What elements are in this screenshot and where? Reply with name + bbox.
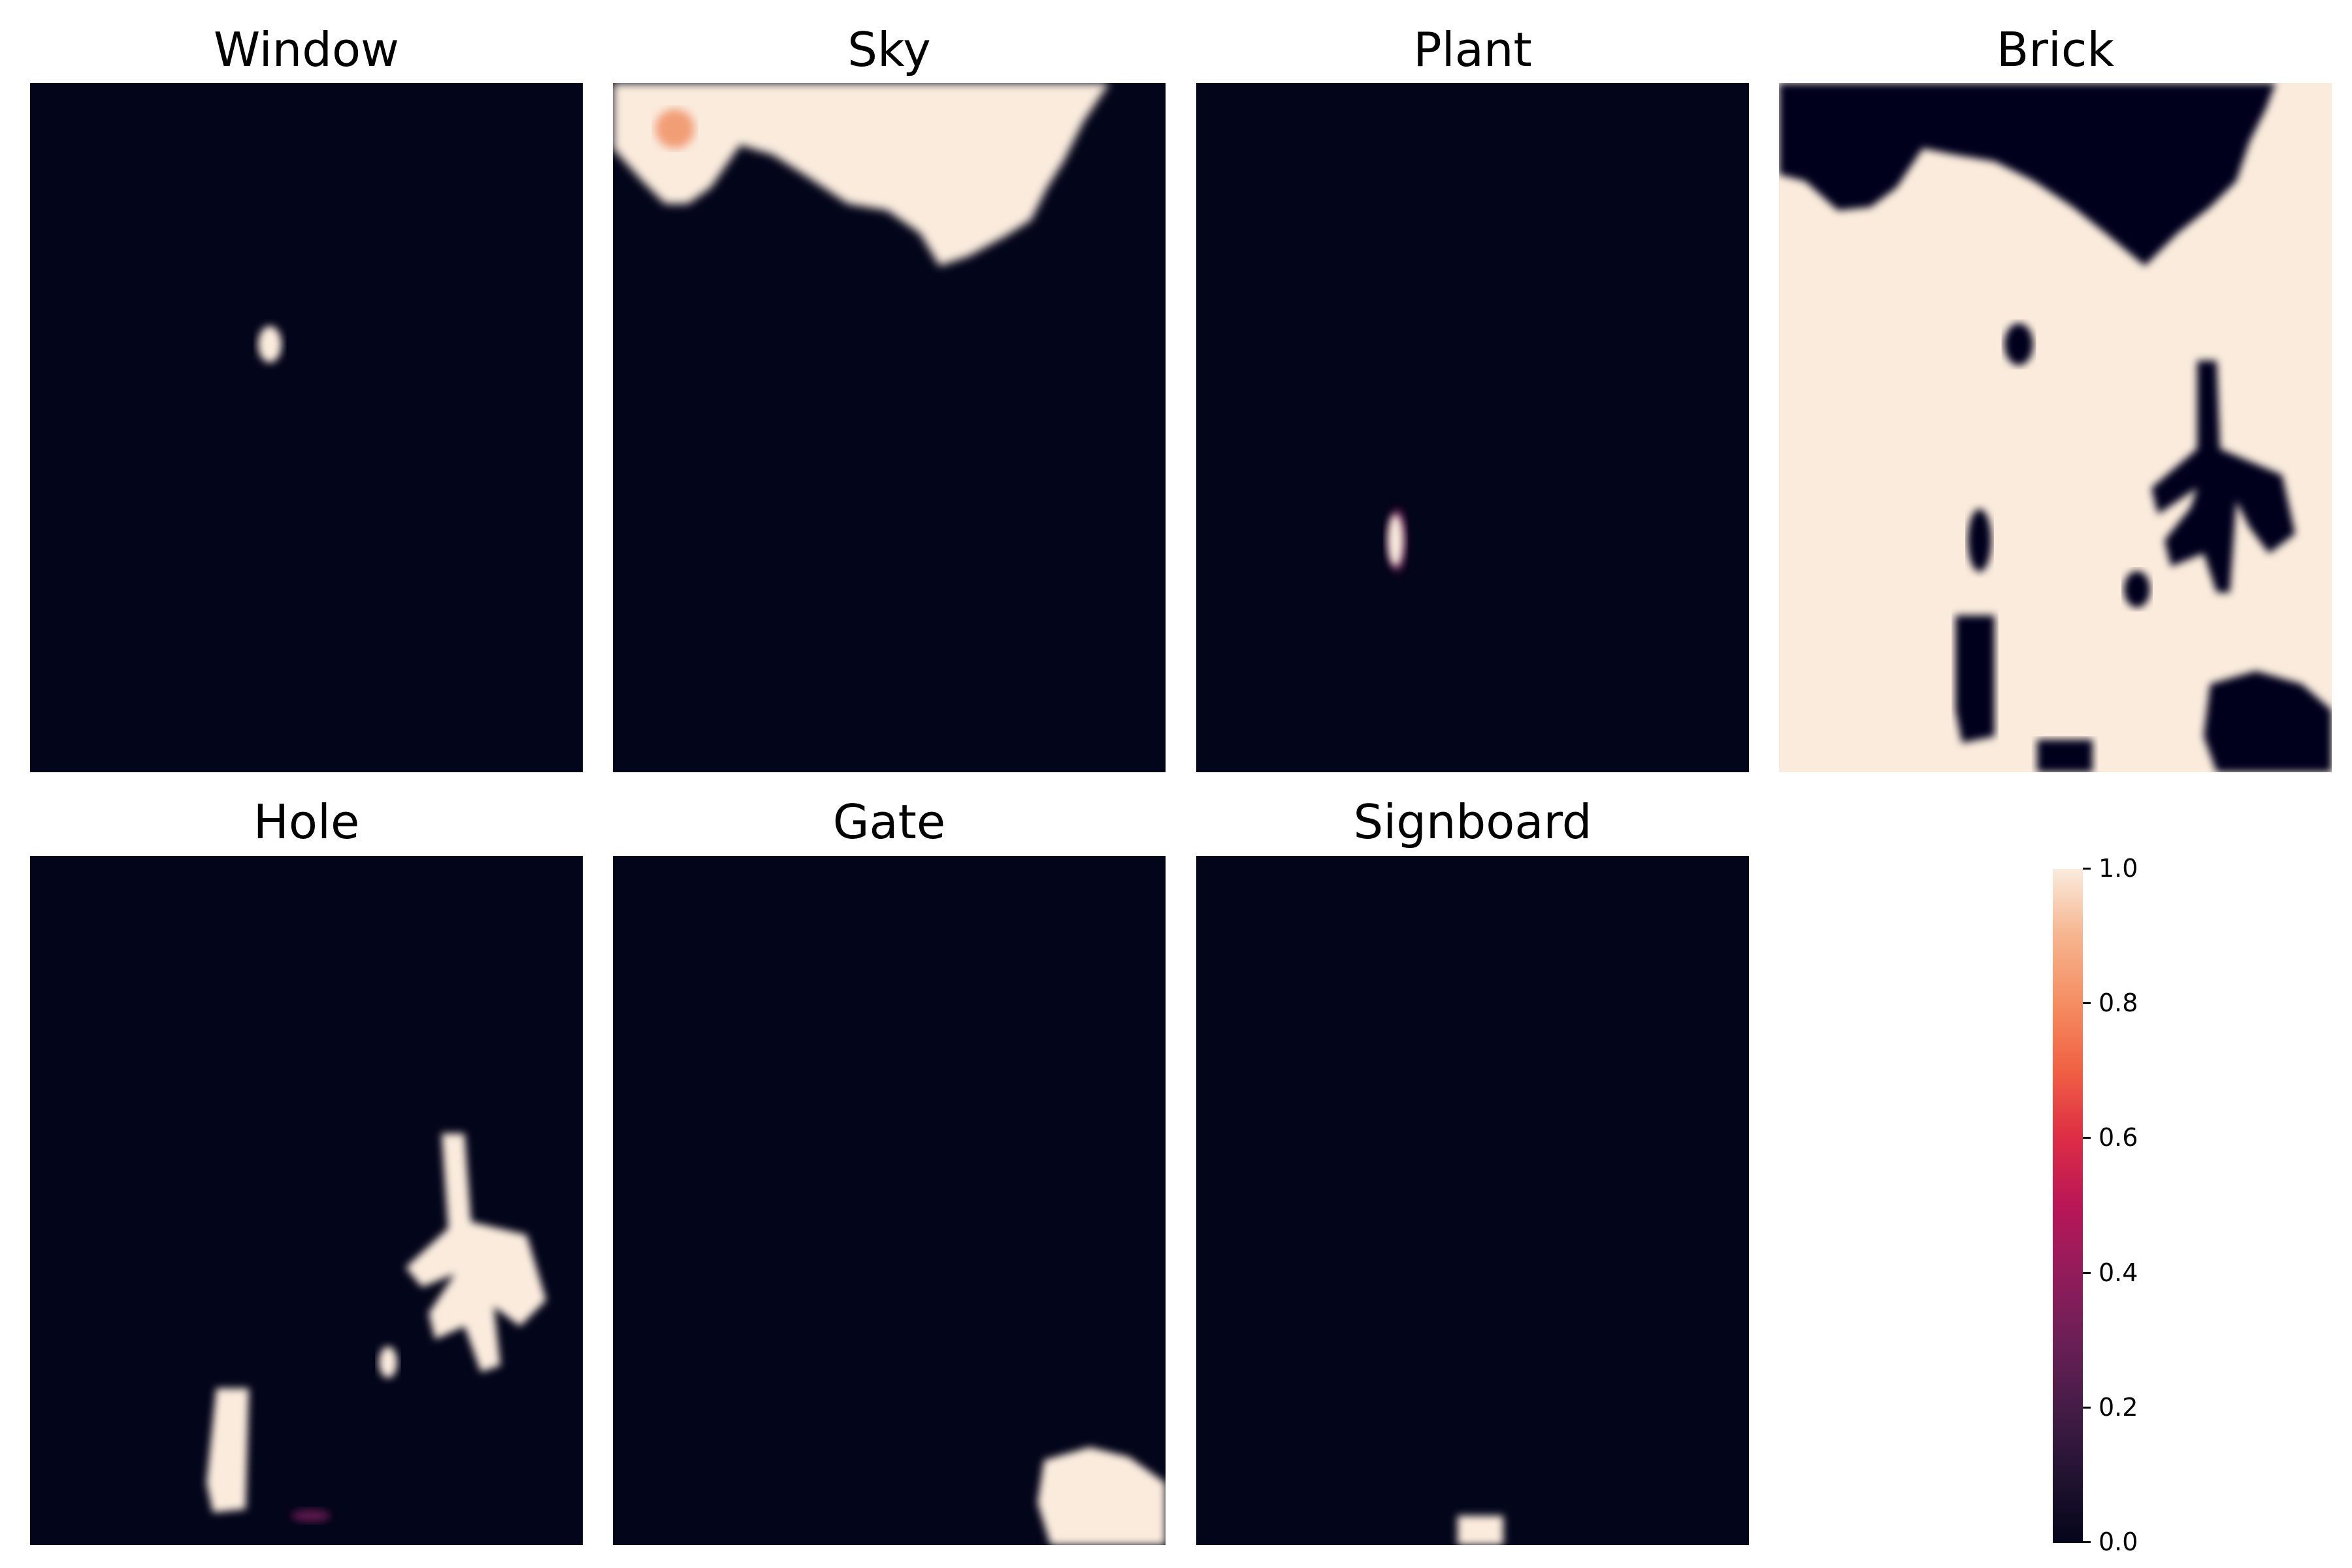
panel-title-signboard: Signboard [1353,794,1592,849]
colorbar-tick [2083,1002,2091,1004]
panel-title-sky: Sky [847,22,931,77]
colorbar-tick-label: 0.4 [2099,1258,2138,1287]
colorbar-tick [2083,1407,2091,1409]
heatmap-window [30,83,583,772]
panel-title-plant: Plant [1413,22,1532,77]
panel-title-hole: Hole [253,794,360,849]
colorbar-tick [2083,1272,2091,1274]
panel-title-window: Window [214,22,399,77]
heatmap-plant [1196,83,1749,772]
heatmap-gate [613,856,1166,1545]
colorbar-tick-label: 0.0 [2099,1527,2138,1556]
heatmap-hole [30,856,583,1545]
heatmap-brick [1779,83,2332,772]
heatmap-signboard [1196,856,1749,1545]
colorbar-tick [2083,1541,2091,1543]
colorbar-tick-label: 0.2 [2099,1393,2138,1422]
colorbar [2053,869,2083,1543]
colorbar-tick [2083,1137,2091,1139]
colorbar-tick-label: 1.0 [2099,854,2138,883]
heatmap-sky [613,83,1166,772]
colorbar-tick-label: 0.6 [2099,1123,2138,1152]
colorbar-tick-label: 0.8 [2099,988,2138,1017]
panel-title-gate: Gate [832,794,946,849]
panel-title-brick: Brick [1996,22,2115,77]
colorbar-tick [2083,868,2091,870]
